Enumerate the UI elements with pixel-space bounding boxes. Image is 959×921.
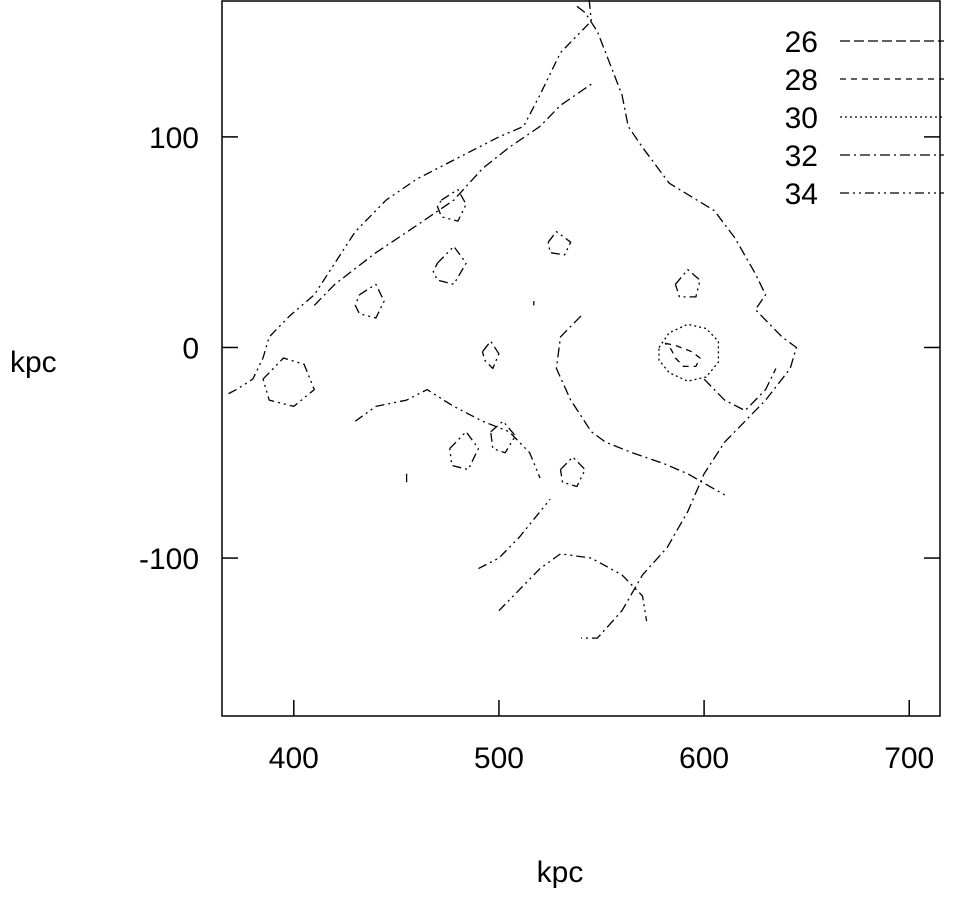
y-axis: 100 0 -100 [139,122,940,576]
contour-line [555,315,725,496]
contour-line [547,230,572,256]
x-axis-title: kpc [537,856,584,889]
x-tick-label: 400 [269,742,319,775]
y-tick-label: 0 [182,332,199,365]
contour-line [354,388,541,479]
legend-label: 30 [785,102,818,135]
x-tick-label: 500 [474,742,524,775]
contour-series-34 [227,0,701,622]
contour-line [703,368,777,412]
contour-line [664,342,701,368]
contour-line [436,188,467,222]
y-axis-title: kpc [10,346,57,379]
plot-frame-group [221,0,941,717]
y-tick-label: 100 [149,122,199,155]
legend-label: 26 [785,26,818,59]
contour-line [576,5,798,639]
legend-label: 32 [785,140,818,173]
contour-series-32 [313,5,798,639]
contour-line [449,431,480,471]
contour-line [490,420,517,454]
contour-series-26 [405,301,535,483]
contour-line [674,268,701,298]
contour-line [481,340,500,370]
contour-series-30 [658,323,720,382]
contour-line [313,83,592,306]
contour-line [354,283,385,319]
contour-line [432,245,467,285]
legend-label: 28 [785,64,818,97]
x-axis: 400 500 600 700 [269,700,934,775]
contour-line [559,456,586,488]
contour-series-group [227,0,798,639]
contour-line [478,498,551,570]
contour-line [227,0,592,395]
x-tick-label: 600 [679,742,729,775]
contour-series-28 [664,342,701,368]
contour-line [262,357,315,408]
contour-line [658,323,720,382]
legend-label: 34 [785,178,818,211]
plot-frame [221,0,941,717]
contour-line [498,553,648,622]
y-tick-label: -100 [139,543,199,576]
x-tick-label: 700 [884,742,934,775]
legend: 26 28 30 32 34 [785,26,944,211]
